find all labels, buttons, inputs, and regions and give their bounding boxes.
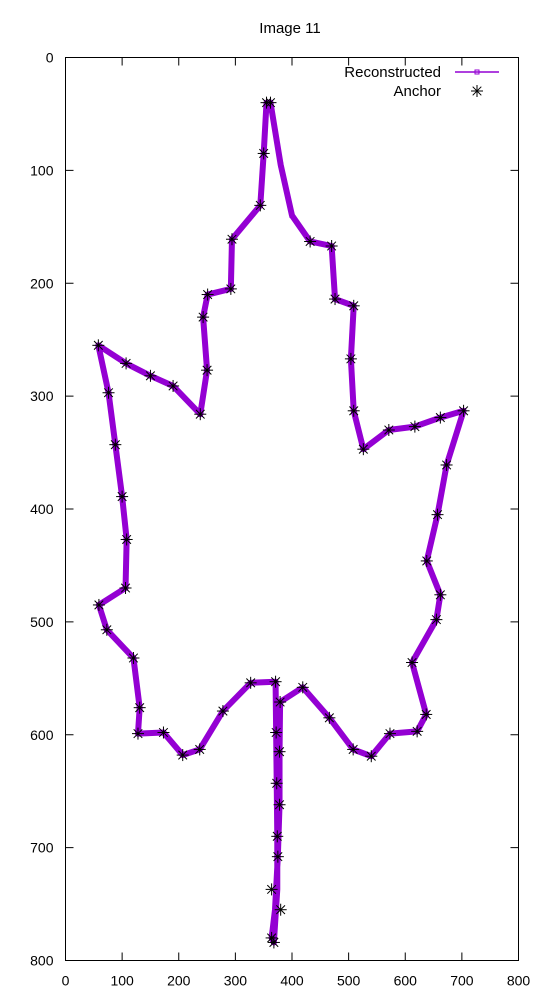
legend-label-anchor: Anchor <box>393 83 441 100</box>
anchor-point <box>131 727 144 740</box>
x-tick-label: 100 <box>110 973 134 989</box>
anchor-point <box>92 598 105 611</box>
anchor-point <box>457 404 470 417</box>
anchor-point <box>193 743 206 756</box>
anchor-point <box>357 443 370 456</box>
y-tick-label: 200 <box>30 275 54 291</box>
anchor-point <box>270 777 283 790</box>
anchor-point <box>265 931 278 944</box>
anchor-point <box>420 554 433 567</box>
anchor-point <box>100 623 113 636</box>
anchor-point <box>274 696 287 709</box>
x-tick-label: 700 <box>450 973 474 989</box>
y-tick-label: 100 <box>30 162 54 178</box>
anchor-point <box>244 676 257 689</box>
anchor-point <box>434 588 447 601</box>
anchor-point <box>271 850 284 863</box>
anchor-point <box>265 883 278 896</box>
x-tick-label: 0 <box>62 973 70 989</box>
anchor-point <box>347 743 360 756</box>
anchor-point <box>296 681 309 694</box>
series-line-reconstructed <box>95 99 467 946</box>
anchor-point <box>440 458 453 471</box>
anchor-point <box>267 936 280 949</box>
x-tick-label: 200 <box>167 973 191 989</box>
anchor-point <box>224 282 237 295</box>
legend-marker-reconstructed <box>474 69 480 75</box>
y-tick-label: 600 <box>30 727 54 743</box>
anchor-point <box>434 411 447 424</box>
anchor-point <box>167 379 180 392</box>
anchor-point <box>92 339 105 352</box>
anchor-point <box>382 423 395 436</box>
anchor-point <box>344 352 357 365</box>
anchor-point <box>144 369 157 382</box>
anchor-point <box>119 582 132 595</box>
anchor-point <box>430 613 443 626</box>
anchor-point <box>420 708 433 721</box>
x-tick-label: 600 <box>394 973 418 989</box>
anchor-point <box>329 293 342 306</box>
anchor-point <box>109 438 122 451</box>
y-tick-label: 700 <box>30 840 54 856</box>
axis-ticks: 0 100 200 300 400 500 600 700 800 0 100 200 300 400 50… <box>30 50 530 989</box>
chart-title: Image 11 <box>259 20 320 37</box>
anchor-point <box>264 96 277 109</box>
anchor-point <box>197 311 210 324</box>
anchor-point <box>431 508 444 521</box>
anchor-point <box>116 490 129 503</box>
x-tick-label: 400 <box>280 973 304 989</box>
anchor-point <box>406 656 419 669</box>
anchor-point <box>408 420 421 433</box>
legend-marker-anchor <box>471 85 483 97</box>
anchor-point <box>133 701 146 714</box>
anchor-point <box>347 299 360 312</box>
anchor-point <box>201 288 214 301</box>
anchor-point <box>365 750 378 763</box>
legend-label-reconstructed: Reconstructed <box>344 64 441 81</box>
anchor-point <box>102 386 115 399</box>
anchor-point <box>120 533 133 546</box>
reconstructed-point <box>278 162 284 168</box>
anchor-point <box>273 745 286 758</box>
anchor-point <box>347 404 360 417</box>
plot-frame <box>65 57 519 961</box>
anchor-point <box>274 903 287 916</box>
anchor-point <box>270 726 283 739</box>
anchor-point <box>325 240 338 253</box>
y-tick-label: 500 <box>30 614 54 630</box>
anchor-point <box>257 147 270 160</box>
y-tick-label: 0 <box>46 50 54 66</box>
anchor-point <box>383 727 396 740</box>
anchor-point <box>269 675 282 688</box>
reconstructed-point <box>289 213 295 219</box>
anchor-point <box>411 725 424 738</box>
x-tick-label: 500 <box>337 973 361 989</box>
x-tick-label: 800 <box>507 973 531 989</box>
legend: Reconstructed Anchor <box>344 64 499 100</box>
y-tick-label: 800 <box>30 953 54 969</box>
anchor-point <box>194 408 207 421</box>
anchor-point <box>323 711 336 724</box>
x-tick-label: 300 <box>224 973 248 989</box>
y-tick-label: 300 <box>30 388 54 404</box>
anchor-point <box>157 726 170 739</box>
series-layer <box>92 96 470 949</box>
anchor-point <box>304 235 317 248</box>
anchor-point <box>254 199 267 212</box>
anchor-point <box>225 233 238 246</box>
anchor-point <box>176 749 189 762</box>
anchor-point <box>273 798 286 811</box>
anchor-point <box>216 705 229 718</box>
anchor-point <box>201 364 214 377</box>
anchor-point <box>120 357 133 370</box>
anchor-point <box>127 651 140 664</box>
anchor-point <box>271 830 284 843</box>
y-tick-label: 400 <box>30 501 54 517</box>
